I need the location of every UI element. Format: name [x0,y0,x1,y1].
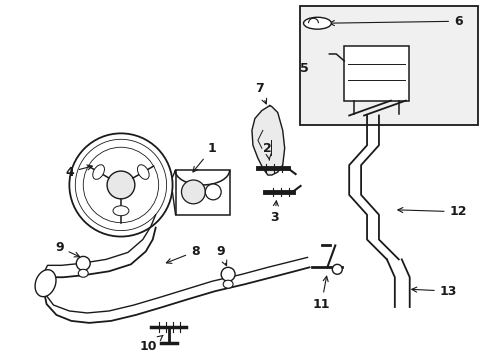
Circle shape [181,180,205,204]
Circle shape [332,264,342,274]
Text: 11: 11 [312,276,329,311]
Ellipse shape [35,270,56,297]
Ellipse shape [223,280,233,288]
Polygon shape [251,105,284,175]
Text: 3: 3 [270,201,279,224]
Text: 9: 9 [55,241,80,257]
Ellipse shape [93,165,104,179]
Text: 4: 4 [65,165,92,179]
Text: 7: 7 [255,82,266,104]
Text: 5: 5 [300,62,308,75]
Circle shape [221,267,235,281]
Text: 12: 12 [397,205,466,218]
Text: 10: 10 [140,336,163,353]
Ellipse shape [303,17,331,29]
Ellipse shape [78,269,88,277]
Text: 9: 9 [215,245,226,266]
Bar [175,170,230,215]
Text: 2: 2 [263,142,272,160]
Circle shape [76,256,90,270]
Circle shape [107,171,135,199]
Text: 13: 13 [411,285,456,298]
Text: 1: 1 [193,142,216,172]
Ellipse shape [113,206,129,216]
Ellipse shape [137,165,149,179]
Text: 8: 8 [166,245,199,264]
Bar [299,6,477,125]
Bar [344,46,408,100]
Circle shape [205,184,221,200]
Circle shape [69,133,172,237]
Text: 6: 6 [329,15,462,28]
